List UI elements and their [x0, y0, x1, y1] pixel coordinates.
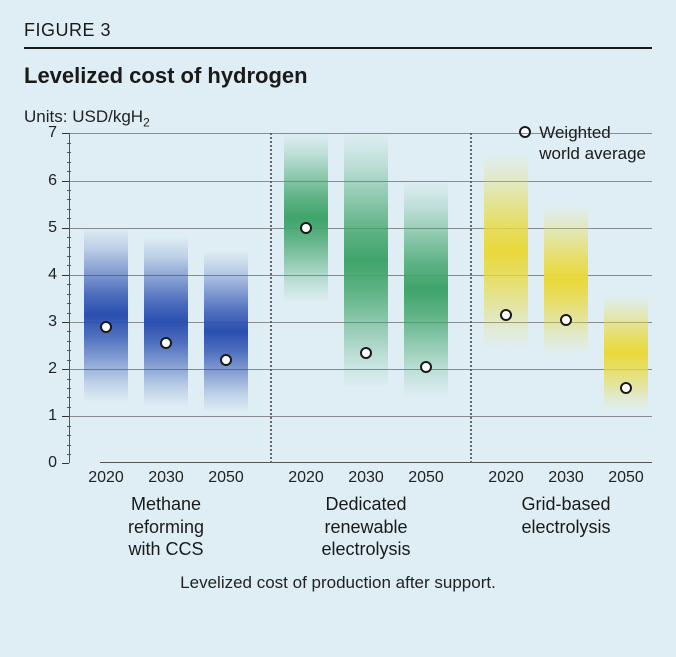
y-tick-label: 3: [48, 313, 57, 331]
y-tick-label: 7: [48, 124, 57, 142]
y-tick-label: 2: [48, 360, 57, 378]
x-year-label: 2030: [348, 469, 384, 487]
figure-container: FIGURE 3 Levelized cost of hydrogen Unit…: [0, 0, 676, 657]
figure-label: FIGURE 3: [24, 20, 652, 41]
range-bar: [84, 228, 128, 402]
y-tick: [62, 369, 69, 370]
y-tick-label: 1: [48, 407, 57, 425]
y-tick: [62, 463, 69, 464]
y-tick-label: 5: [48, 219, 57, 237]
y-tick-label: 6: [48, 172, 57, 190]
range-bar: [544, 204, 588, 355]
x-year-label: 2020: [88, 469, 124, 487]
units-sub: 2: [143, 115, 150, 129]
avg-marker: [100, 321, 112, 333]
x-year-label: 2050: [608, 469, 644, 487]
y-tick: [62, 181, 69, 182]
avg-marker: [620, 382, 632, 394]
x-year-label: 2020: [488, 469, 524, 487]
range-bar: [204, 251, 248, 411]
plot-area: 01234567: [40, 133, 652, 463]
x-year-label: 2030: [148, 469, 184, 487]
y-tick: [62, 133, 69, 134]
avg-marker: [500, 309, 512, 321]
gridline: [70, 416, 652, 417]
y-tick: [62, 275, 69, 276]
chart-title: Levelized cost of hydrogen: [24, 63, 652, 89]
group-label: Methane reforming with CCS: [128, 493, 204, 561]
range-bar: [144, 237, 188, 407]
y-axis: 01234567: [40, 133, 70, 463]
x-year-label: 2050: [208, 469, 244, 487]
divider: [24, 47, 652, 49]
x-year-labels: 2020 2030 2050 2020 2030 2050 2020 2030 2050: [70, 463, 652, 489]
x-year-label: 2020: [288, 469, 324, 487]
avg-marker: [220, 354, 232, 366]
y-tick: [62, 322, 69, 323]
x-year-label: 2030: [548, 469, 584, 487]
x-year-label: 2050: [408, 469, 444, 487]
y-tick-label: 4: [48, 266, 57, 284]
y-tick: [62, 416, 69, 417]
group-labels: Methane reforming with CCS Dedicated rene…: [70, 493, 652, 565]
range-bar: [284, 133, 328, 303]
caption: Levelized cost of production after suppo…: [24, 573, 652, 593]
group-separator: [470, 133, 472, 463]
grid-area: [70, 133, 652, 463]
y-tick-label: 0: [48, 454, 57, 472]
units-prefix: Units:: [24, 107, 67, 126]
avg-marker: [420, 361, 432, 373]
avg-marker: [160, 337, 172, 349]
avg-marker: [560, 314, 572, 326]
plot-wrap: 01234567 2020203020502020203020502020203…: [24, 133, 652, 593]
group-separator: [270, 133, 272, 463]
units-value: USD/kgH: [72, 107, 143, 126]
avg-marker: [360, 347, 372, 359]
group-label: Grid-based electrolysis: [521, 493, 610, 538]
group-label: Dedicated renewable electrolysis: [321, 493, 410, 561]
avg-marker: [300, 222, 312, 234]
y-tick: [62, 228, 69, 229]
